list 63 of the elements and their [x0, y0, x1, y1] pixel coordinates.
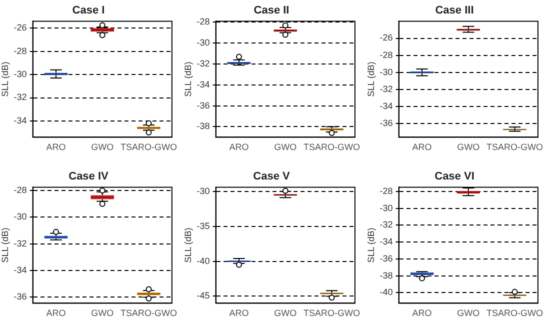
y-tick-label: -30: [196, 38, 210, 48]
y-axis-title: SLL (dB): [0, 62, 10, 97]
y-tick-label: -32: [196, 58, 210, 69]
x-tick-label: GWO: [457, 142, 480, 152]
y-tick-label: -32: [380, 84, 393, 94]
y-tick-label: -34: [14, 115, 27, 126]
y-tick-label: -30: [380, 202, 393, 213]
x-tick-label: GWO: [457, 308, 480, 318]
x-tick-label: ARO: [412, 308, 432, 318]
chart-title: Case V: [253, 170, 290, 183]
x-tick-label: ARO: [46, 308, 66, 318]
y-tick-label: -32: [380, 220, 393, 230]
chart-title: Case I: [72, 4, 105, 17]
y-tick-label: -36: [380, 118, 393, 128]
y-tick-label: -28: [14, 46, 27, 56]
y-tick-label: -38: [380, 270, 393, 280]
x-tick-label: TSARO-GWO: [304, 142, 360, 152]
y-tick-label: -34: [14, 265, 27, 276]
chart-title: Case IV: [68, 170, 110, 183]
chart-title: Case VI: [434, 170, 474, 183]
y-tick-label: -35: [196, 220, 210, 231]
y-tick-label: -45: [196, 290, 210, 301]
y-tick-label: -36: [14, 292, 27, 302]
y-tick-label: -30: [196, 186, 210, 196]
x-tick-label: TSARO-GWO: [120, 142, 177, 152]
y-tick-label: -26: [380, 32, 393, 43]
y-axis-title: SLL (dB): [366, 228, 376, 263]
x-tick-label: ARO: [229, 308, 249, 318]
y-axis-title: SLL (dB): [366, 62, 376, 97]
y-tick-label: -30: [14, 69, 27, 80]
y-tick-label: -34: [380, 100, 393, 111]
y-tick-label: -36: [196, 100, 210, 110]
y-tick-label: -28: [196, 16, 210, 27]
x-tick-label: ARO: [46, 142, 66, 152]
x-tick-label: ARO: [229, 142, 249, 152]
y-tick-label: -30: [380, 66, 393, 77]
x-tick-label: GWO: [274, 308, 297, 318]
y-tick-label: -34: [380, 236, 393, 247]
y-tick-label: -32: [14, 238, 27, 248]
x-tick-label: ARO: [412, 142, 432, 152]
y-tick-label: -38: [196, 121, 210, 132]
y-tick-label: -36: [380, 253, 393, 264]
x-tick-label: TSARO-GWO: [486, 142, 543, 152]
x-tick-label: TSARO-GWO: [304, 308, 360, 318]
chart-title: Case III: [435, 4, 474, 17]
y-tick-label: -28: [380, 186, 393, 196]
y-tick-label: -28: [14, 185, 27, 196]
y-tick-label: -32: [14, 92, 27, 102]
y-axis-title: SLL (dB): [0, 228, 10, 263]
x-tick-label: GWO: [91, 142, 114, 152]
chart-title: Case II: [254, 4, 290, 17]
y-tick-label: -30: [14, 212, 27, 222]
x-tick-label: GWO: [274, 142, 297, 152]
y-tick-label: -34: [196, 79, 210, 90]
y-axis-title: SLL (dB): [182, 228, 193, 263]
x-tick-label: TSARO-GWO: [120, 308, 177, 318]
y-tick-label: -28: [380, 50, 393, 60]
y-tick-label: -26: [14, 22, 27, 33]
y-tick-label: -40: [380, 287, 393, 298]
y-tick-label: -40: [196, 256, 210, 266]
x-tick-label: TSARO-GWO: [486, 308, 543, 318]
y-axis-title: SLL (dB): [182, 62, 193, 97]
x-tick-label: GWO: [91, 308, 114, 318]
